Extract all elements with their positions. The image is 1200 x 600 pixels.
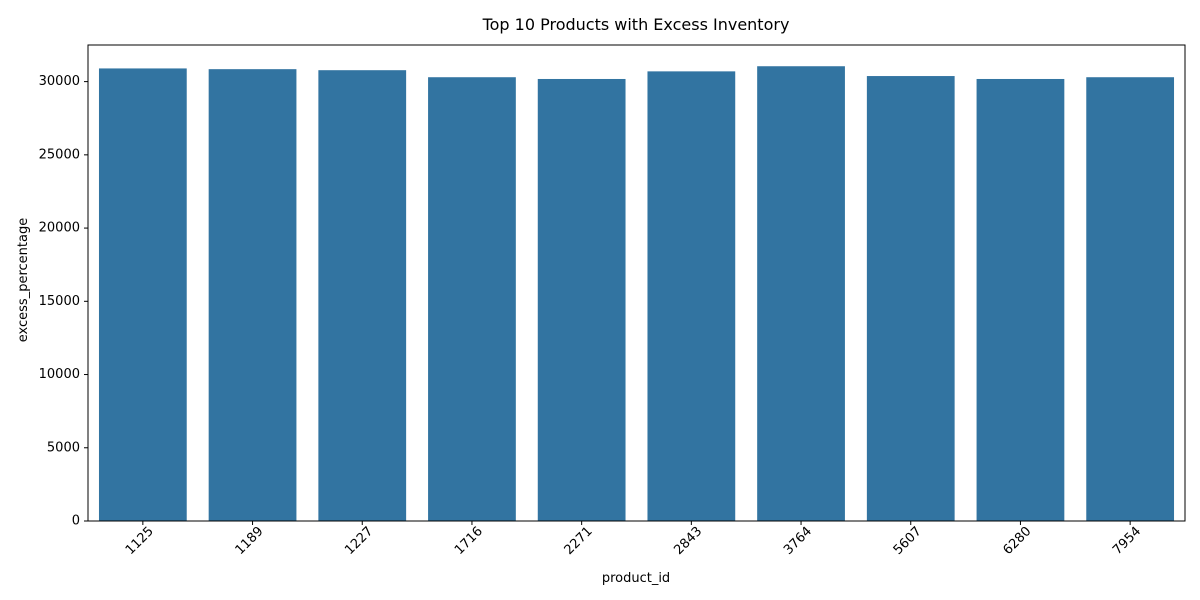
y-tick-label: 5000 (47, 440, 80, 455)
bar-2271 (537, 78, 626, 522)
bar-2843 (647, 71, 736, 522)
bars-group (98, 66, 1175, 522)
y-tick-label: 25000 (39, 147, 80, 162)
y-tick-label: 0 (72, 514, 80, 529)
x-axis-label: product_id (602, 571, 670, 586)
plot-frame (87, 44, 1186, 522)
bar-1125 (98, 68, 187, 522)
chart-title: Top 10 Products with Excess Inventory (482, 15, 790, 34)
y-axis-label: excess_percentage (16, 218, 31, 342)
bar-1716 (428, 77, 516, 522)
y-tick-label: 15000 (39, 294, 80, 309)
y-tick-label: 10000 (39, 367, 80, 382)
y-tick-label: 20000 (39, 221, 80, 236)
y-axis: 0 5000 10000 15000 20000 25000 30000 (39, 74, 88, 529)
bar-1227 (318, 70, 407, 522)
bar-5607 (866, 76, 955, 522)
bar-1189 (208, 69, 297, 522)
bar-3764 (757, 66, 845, 521)
bar-7954 (1086, 77, 1175, 522)
y-tick-label: 30000 (39, 74, 80, 89)
bar-6280 (976, 78, 1065, 522)
